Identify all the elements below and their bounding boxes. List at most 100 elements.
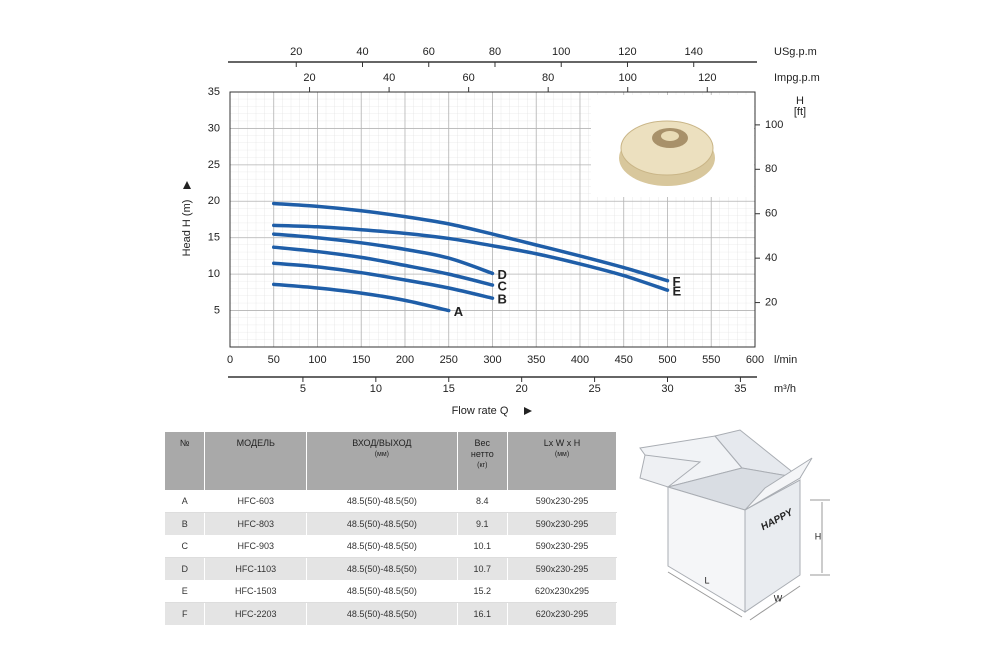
y-axis-title: Head H (m) [181, 200, 193, 257]
table-cell: D [165, 557, 206, 580]
curve-label: F [673, 274, 681, 289]
arrow [524, 407, 532, 415]
axis-tick-label: 140 [685, 46, 703, 58]
x-tick-label: 50 [268, 354, 280, 366]
table-cell: HFC-1503 [204, 580, 308, 603]
axis-tick-label: 35 [734, 383, 746, 395]
header-cell: Вес нетто (кг) [457, 432, 509, 490]
axis-unit: USg.p.m [774, 46, 817, 58]
axis-unit: m³/h [774, 383, 796, 395]
table-row: C HFC-903 48.5(50)-48.5(50) 10.1 590x230-295 [165, 535, 617, 558]
header-row: № МОДЕЛЬ ВХОД/ВЫХОД (мм) Вес нетто (кг) Lx W x … [165, 432, 617, 490]
axis-tick-label: 80 [489, 46, 501, 58]
table-cell: A [165, 490, 206, 513]
table-row: D HFC-1103 48.5(50)-48.5(50) 10.7 590x230-29… [165, 557, 617, 580]
header-cell: МОДЕЛЬ [204, 432, 308, 490]
curve-label: B [498, 292, 507, 307]
axis-tick-label: 100 [619, 72, 637, 84]
axis-tick-label: 40 [383, 72, 395, 84]
x-tick-label: 100 [308, 354, 326, 366]
y-tick-label: 25 [208, 159, 220, 171]
header-text: МОДЕЛЬ [236, 438, 275, 448]
axis-tick-label: 5 [300, 383, 306, 395]
header-cell: ВХОД/ВЫХОД (мм) [306, 432, 458, 490]
table-cell: 620x230x295 [507, 580, 617, 603]
table-row: A HFC-603 48.5(50)-48.5(50) 8.4 590x230-295 [165, 490, 617, 513]
curve-label: D [498, 267, 507, 282]
axis-unit: Impg.p.m [774, 72, 820, 84]
header-text: (кг) [477, 462, 488, 469]
x-tick-label: 400 [571, 354, 589, 366]
table-cell: 48.5(50)-48.5(50) [306, 580, 458, 603]
header-text: Вес [474, 438, 491, 448]
y-tick-label: 35 [208, 86, 220, 98]
table-row: F HFC-2203 48.5(50)-48.5(50) 16.1 620x230-29… [165, 602, 617, 625]
table-cell: 48.5(50)-48.5(50) [306, 490, 458, 513]
table-cell: C [165, 535, 206, 558]
x-tick-label: 550 [702, 354, 720, 366]
curve [272, 282, 451, 313]
header-text: № [179, 438, 190, 448]
axis-tick-label: 20 [303, 72, 315, 84]
curve [272, 232, 495, 276]
table-cell: E [165, 580, 206, 603]
table-cell: 15.2 [457, 580, 509, 603]
curve [272, 261, 495, 300]
table-cell: HFC-603 [204, 490, 308, 513]
axis-tick-label: 60 [463, 72, 475, 84]
table-cell: 8.4 [457, 490, 509, 513]
impeller-hub [661, 131, 679, 141]
impeller-photo [591, 95, 754, 197]
header-cell: Lx W x H (мм) [507, 432, 617, 490]
table-cell: 16.1 [457, 602, 509, 625]
header-text: нетто [470, 449, 494, 459]
table-row: B HFC-803 48.5(50)-48.5(50) 9.1 590x230-295 [165, 512, 617, 535]
axis-tick-label: 10 [370, 383, 382, 395]
x-tick-label: 300 [483, 354, 501, 366]
header-text: ВХОД/ВЫХОД [352, 438, 412, 448]
x-unit: l/min [774, 354, 797, 366]
table-cell: HFC-903 [204, 535, 308, 558]
x-axis-title: Flow rate Q [452, 405, 509, 417]
axis-tick-label: 80 [542, 72, 554, 84]
axis-tick-label: 40 [356, 46, 368, 58]
header-text: Lx W x H [543, 438, 581, 448]
axis-tick-label: 20 [290, 46, 302, 58]
y2-axis-title: H [796, 95, 804, 107]
axis-tick-label: 25 [588, 383, 600, 395]
x-tick-label: 600 [746, 354, 764, 366]
table-cell: 48.5(50)-48.5(50) [306, 535, 458, 558]
axis-tick-label: 100 [552, 46, 570, 58]
curve [272, 201, 670, 283]
x-tick-label: 150 [352, 354, 370, 366]
table-cell: HFC-1103 [204, 557, 308, 580]
curve [272, 223, 670, 292]
y2-tick-label: 60 [765, 208, 777, 220]
table-cell: 10.1 [457, 535, 509, 558]
table-cell: 9.1 [457, 512, 509, 535]
curve-label: E [673, 284, 682, 299]
header-text: (мм) [554, 451, 570, 458]
arrow [183, 181, 191, 189]
x-tick-label: 200 [396, 354, 414, 366]
y-tick-label: 10 [208, 268, 220, 280]
curve-label: A [454, 304, 464, 319]
table-cell: 48.5(50)-48.5(50) [306, 512, 458, 535]
axis-tick-label: 120 [618, 46, 636, 58]
y2-axis-title: [ft] [794, 106, 806, 118]
x-tick-label: 250 [440, 354, 458, 366]
table-cell: 590x230-295 [507, 535, 617, 558]
box-illustration [639, 429, 830, 621]
y-tick-label: 30 [208, 122, 220, 134]
dimension-label: H [815, 531, 822, 541]
header-text: (мм) [374, 451, 390, 458]
table-cell: HFC-803 [204, 512, 308, 535]
x-tick-label: 450 [615, 354, 633, 366]
axis-tick-label: 15 [443, 383, 455, 395]
table-cell: 590x230-295 [507, 490, 617, 513]
axis-tick-label: 30 [661, 383, 673, 395]
table-cell: 590x230-295 [507, 512, 617, 535]
x-tick-label: 350 [527, 354, 545, 366]
y2-tick-label: 20 [765, 296, 777, 308]
